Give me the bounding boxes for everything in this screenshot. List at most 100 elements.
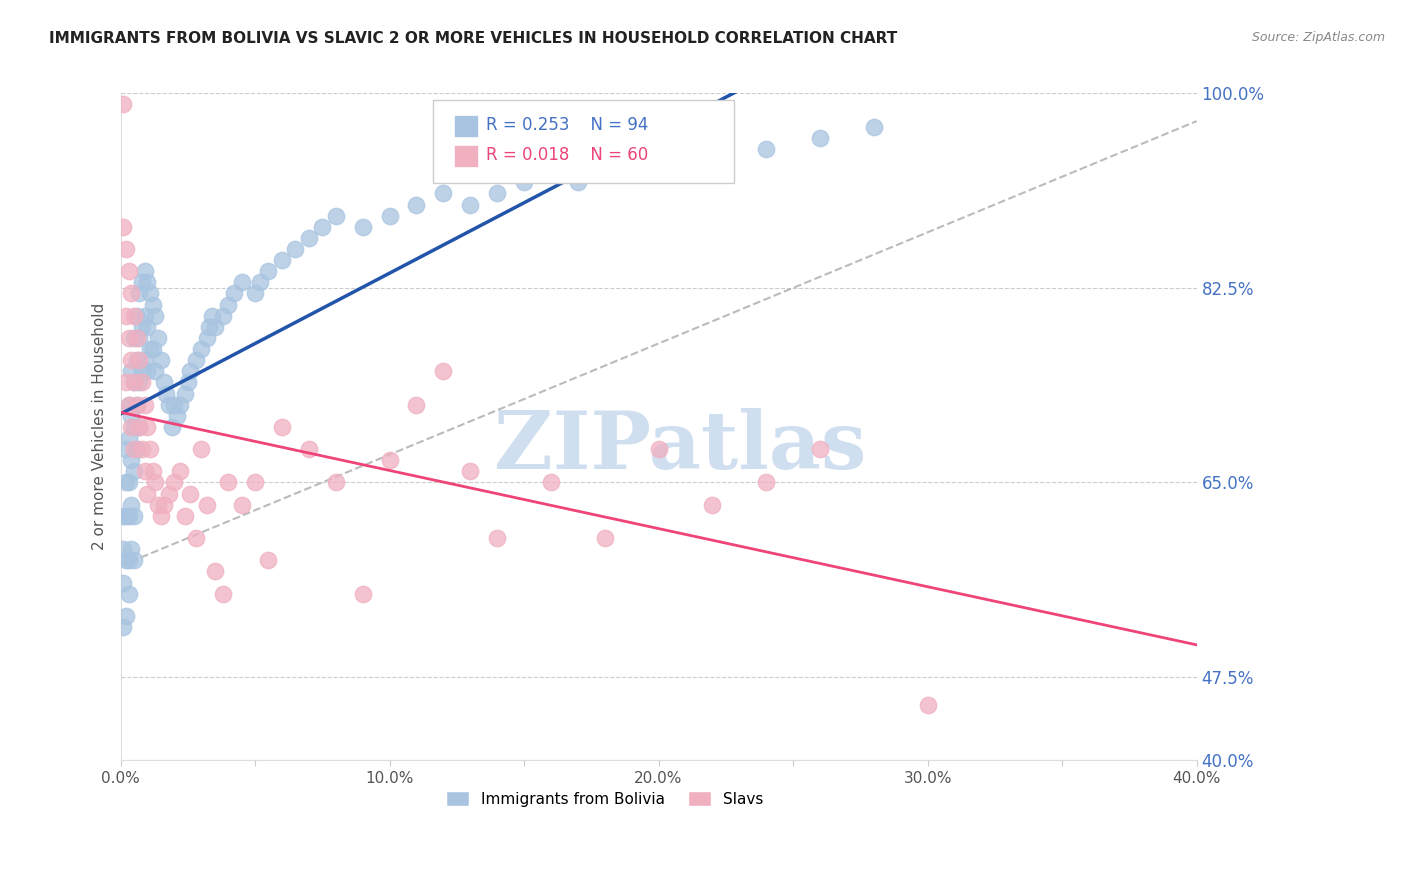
- Point: [243, 286, 266, 301]
- Text: ZIPatlas: ZIPatlas: [494, 408, 866, 486]
- Point: [122, 420, 145, 434]
- Point: [702, 153, 724, 167]
- Point: [115, 508, 138, 523]
- Point: [211, 309, 233, 323]
- Point: [432, 186, 454, 201]
- Point: [808, 131, 831, 145]
- Point: [325, 475, 347, 490]
- Point: [190, 442, 212, 456]
- Point: [195, 331, 218, 345]
- Point: [567, 175, 589, 189]
- Point: [249, 276, 271, 290]
- Point: [120, 364, 142, 378]
- Point: [179, 364, 201, 378]
- Point: [120, 286, 142, 301]
- Point: [136, 420, 159, 434]
- Point: [486, 531, 509, 545]
- Point: [134, 353, 156, 368]
- Point: [142, 297, 165, 311]
- Legend: Immigrants from Bolivia, Slavs: Immigrants from Bolivia, Slavs: [440, 785, 769, 813]
- Point: [128, 420, 150, 434]
- FancyBboxPatch shape: [433, 100, 734, 184]
- FancyBboxPatch shape: [454, 145, 478, 167]
- Point: [122, 331, 145, 345]
- Point: [131, 442, 153, 456]
- Point: [120, 498, 142, 512]
- Point: [125, 398, 148, 412]
- Point: [166, 409, 188, 423]
- Point: [117, 508, 139, 523]
- Point: [378, 453, 401, 467]
- Point: [122, 553, 145, 567]
- Point: [647, 442, 669, 456]
- Point: [243, 475, 266, 490]
- Point: [148, 331, 170, 345]
- Point: [122, 508, 145, 523]
- Point: [201, 309, 224, 323]
- Point: [405, 398, 427, 412]
- Point: [862, 120, 884, 134]
- Point: [149, 508, 172, 523]
- Point: [117, 587, 139, 601]
- Point: [120, 542, 142, 557]
- Point: [145, 475, 167, 490]
- Y-axis label: 2 or more Vehicles in Household: 2 or more Vehicles in Household: [93, 303, 107, 550]
- Point: [117, 431, 139, 445]
- Point: [117, 398, 139, 412]
- Point: [432, 364, 454, 378]
- Point: [139, 342, 162, 356]
- Text: R = 0.018    N = 60: R = 0.018 N = 60: [486, 146, 648, 164]
- Point: [134, 464, 156, 478]
- Point: [120, 353, 142, 368]
- Point: [128, 331, 150, 345]
- Point: [593, 531, 616, 545]
- Point: [122, 376, 145, 390]
- Point: [284, 242, 307, 256]
- Point: [378, 209, 401, 223]
- Point: [169, 398, 191, 412]
- Point: [122, 376, 145, 390]
- Point: [139, 286, 162, 301]
- Point: [112, 97, 135, 112]
- Point: [125, 331, 148, 345]
- Text: IMMIGRANTS FROM BOLIVIA VS SLAVIC 2 OR MORE VEHICLES IN HOUSEHOLD CORRELATION CH: IMMIGRANTS FROM BOLIVIA VS SLAVIC 2 OR M…: [49, 31, 897, 46]
- Point: [115, 608, 138, 623]
- Point: [513, 175, 536, 189]
- Point: [125, 442, 148, 456]
- Point: [115, 242, 138, 256]
- Point: [152, 376, 174, 390]
- Point: [125, 398, 148, 412]
- Point: [231, 498, 253, 512]
- Point: [540, 164, 562, 178]
- Point: [134, 264, 156, 278]
- Point: [486, 186, 509, 201]
- Point: [139, 442, 162, 456]
- Point: [134, 398, 156, 412]
- Point: [134, 309, 156, 323]
- Point: [128, 286, 150, 301]
- Point: [128, 420, 150, 434]
- Point: [647, 164, 669, 178]
- Point: [131, 319, 153, 334]
- Point: [128, 353, 150, 368]
- Point: [120, 420, 142, 434]
- Point: [257, 264, 280, 278]
- Point: [117, 398, 139, 412]
- Point: [145, 309, 167, 323]
- FancyBboxPatch shape: [454, 115, 478, 136]
- Point: [160, 420, 183, 434]
- Point: [204, 319, 226, 334]
- Text: R = 0.253    N = 94: R = 0.253 N = 94: [486, 116, 648, 135]
- Point: [298, 442, 321, 456]
- Point: [174, 508, 197, 523]
- Point: [204, 565, 226, 579]
- Point: [120, 409, 142, 423]
- Point: [352, 219, 374, 234]
- Point: [117, 553, 139, 567]
- Point: [120, 453, 142, 467]
- Point: [217, 297, 239, 311]
- Point: [540, 475, 562, 490]
- Point: [352, 587, 374, 601]
- Point: [136, 486, 159, 500]
- Point: [131, 276, 153, 290]
